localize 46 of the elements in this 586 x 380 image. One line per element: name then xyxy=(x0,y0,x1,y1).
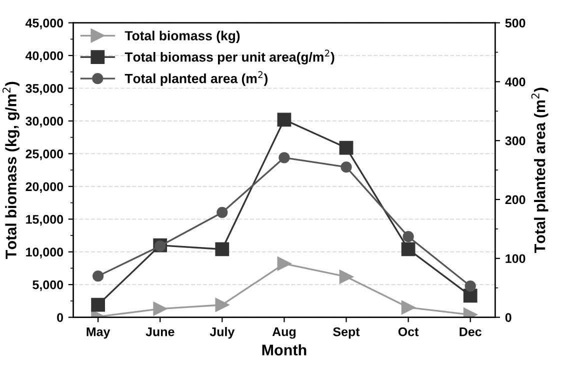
point xyxy=(340,162,352,173)
point xyxy=(463,288,478,303)
y-tick-label: 25,000 xyxy=(26,149,64,160)
y2-tick-label: 200 xyxy=(505,195,526,204)
point xyxy=(339,140,354,155)
y2-tick-label: 400 xyxy=(505,78,526,86)
y2-tick-label: 100 xyxy=(506,254,526,264)
x-tick-label: Aug xyxy=(272,327,296,339)
x-tick-label: Dec xyxy=(460,327,482,336)
point xyxy=(339,270,354,284)
point xyxy=(153,302,168,316)
point xyxy=(277,256,292,271)
y2-tick-label: 500 xyxy=(505,18,526,28)
y2-tick-label: 300 xyxy=(505,136,526,146)
point xyxy=(92,270,104,282)
legend-label: Total biomass (kg) xyxy=(124,30,240,44)
point xyxy=(215,298,230,312)
y-tick-label: 35,000 xyxy=(26,84,64,95)
point xyxy=(464,280,476,292)
x-axis-title: Month xyxy=(262,344,306,356)
legend-label: Total planted area (m$^{2}$) xyxy=(124,71,268,86)
y-tick-label: 40,000 xyxy=(25,51,64,62)
x-tick-label: May xyxy=(86,327,110,339)
x-tick-label: July xyxy=(210,327,235,339)
y-tick-label: 20,000 xyxy=(26,182,64,193)
y-tick-label: 10,000 xyxy=(26,248,64,258)
point xyxy=(401,300,416,314)
point xyxy=(278,152,290,164)
point xyxy=(277,112,292,127)
y-tick-label: 0 xyxy=(57,313,64,322)
point xyxy=(401,242,416,256)
x-tick-label: June xyxy=(146,327,174,336)
x-tick-label: Oct xyxy=(398,327,419,336)
y2-tick-label: 0 xyxy=(505,313,512,322)
y-tick-label: 45,000 xyxy=(25,18,64,30)
point xyxy=(215,242,230,256)
point xyxy=(216,206,228,218)
y2-axis-title: Total planted area (m$^{2}$) xyxy=(531,88,548,253)
y-axis-title: Total biomass (kg, g/m$^{2}$) xyxy=(2,82,20,259)
y-tick-label: 15,000 xyxy=(26,214,64,226)
y-tick-label: 5,000 xyxy=(32,280,64,292)
legend-label: Total biomass per unit area(g/m$^{2}$) xyxy=(124,50,334,64)
x-tick-label: Sept xyxy=(333,327,360,339)
y-tick-label: 30,000 xyxy=(26,116,64,128)
point xyxy=(402,231,414,242)
point xyxy=(91,298,106,312)
